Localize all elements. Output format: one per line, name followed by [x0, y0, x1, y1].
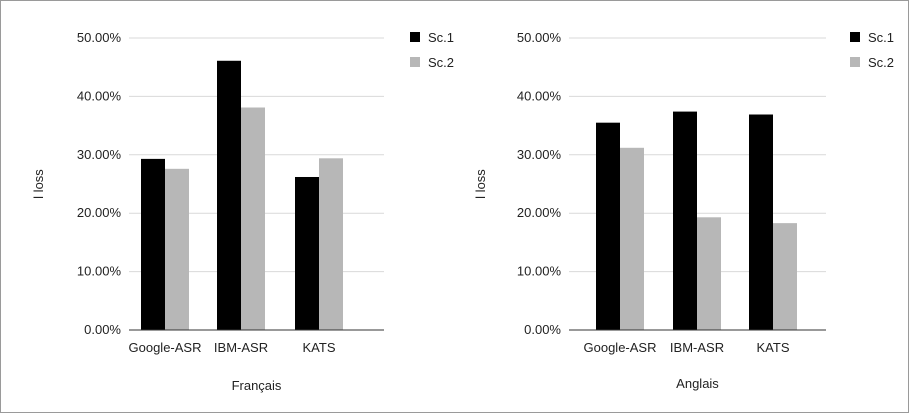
y-tick-label: 10.00% — [517, 264, 562, 279]
y-tick-label: 40.00% — [517, 88, 562, 103]
x-tick-label: KATS — [303, 340, 336, 355]
legend-swatch — [410, 57, 420, 67]
bar — [749, 114, 773, 330]
legend-label: Sc.2 — [428, 55, 454, 70]
bar — [319, 158, 343, 330]
bar — [697, 217, 721, 330]
legend-label: Sc.1 — [428, 30, 454, 45]
x-tick-label: Google-ASR — [584, 340, 657, 355]
x-tick-label: Google-ASR — [129, 340, 202, 355]
legend-swatch — [850, 32, 860, 42]
y-tick-label: 50.00% — [517, 30, 562, 45]
y-tick-label: 50.00% — [77, 30, 122, 45]
bar — [241, 107, 265, 330]
y-tick-label: 0.00% — [84, 322, 121, 337]
legend-swatch — [410, 32, 420, 42]
legend-label: Sc.2 — [868, 55, 894, 70]
bar — [773, 223, 797, 330]
y-axis-title: l loss — [31, 169, 46, 199]
x-tick-label: IBM-ASR — [214, 340, 268, 355]
bar — [673, 111, 697, 330]
legend-swatch — [850, 57, 860, 67]
y-tick-label: 40.00% — [77, 88, 122, 103]
y-tick-label: 30.00% — [77, 147, 122, 162]
y-tick-label: 20.00% — [77, 205, 122, 220]
bar — [596, 122, 620, 331]
bar — [620, 147, 644, 330]
y-axis-title: l loss — [473, 169, 488, 199]
bar — [165, 168, 189, 330]
legend-label: Sc.1 — [868, 30, 894, 45]
bar — [217, 60, 241, 330]
x-axis-title: Français — [232, 378, 282, 393]
bar — [141, 158, 165, 330]
bar — [295, 176, 319, 330]
y-tick-label: 0.00% — [524, 322, 561, 337]
x-tick-label: IBM-ASR — [670, 340, 724, 355]
y-tick-label: 10.00% — [77, 264, 122, 279]
x-axis-title: Anglais — [676, 376, 719, 391]
y-tick-label: 20.00% — [517, 205, 562, 220]
y-tick-label: 30.00% — [517, 147, 562, 162]
x-tick-label: KATS — [757, 340, 790, 355]
